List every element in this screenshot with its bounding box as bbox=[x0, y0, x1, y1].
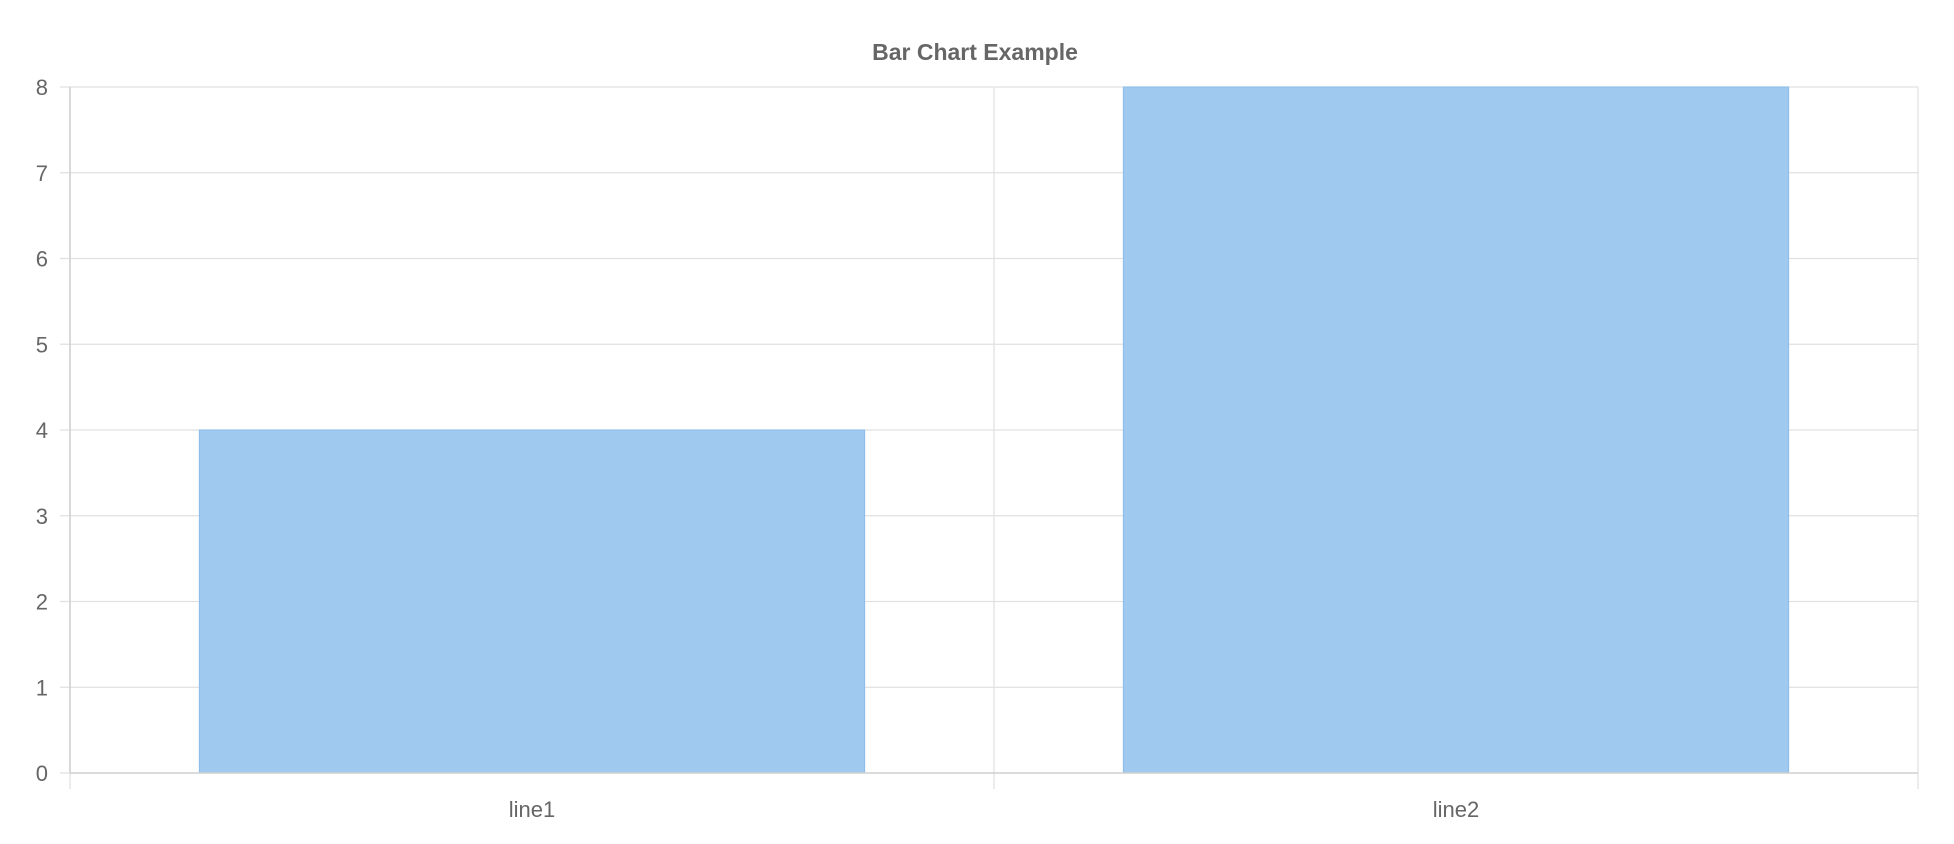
bars bbox=[198, 86, 1790, 774]
y-tick-label: 0 bbox=[36, 761, 48, 786]
y-tick-label: 2 bbox=[36, 590, 48, 615]
y-tick-label: 7 bbox=[36, 161, 48, 186]
y-tick-label: 1 bbox=[36, 675, 48, 700]
y-axis-ticks: 0 1 2 3 4 5 6 7 8 bbox=[36, 75, 48, 786]
x-tick-label-line2: line2 bbox=[1433, 797, 1479, 822]
bar-line2[interactable] bbox=[1122, 86, 1790, 774]
bar-line1[interactable] bbox=[198, 429, 866, 774]
x-axis-ticks: line1 line2 bbox=[509, 797, 1479, 822]
y-tick-label: 4 bbox=[36, 418, 48, 443]
y-tick-label: 6 bbox=[36, 247, 48, 272]
axes bbox=[69, 87, 1918, 774]
x-tick-label-line1: line1 bbox=[509, 797, 555, 822]
chart-title: Bar Chart Example bbox=[872, 39, 1078, 65]
y-tick-label: 3 bbox=[36, 504, 48, 529]
y-tick-label: 8 bbox=[36, 75, 48, 100]
y-tick-label: 5 bbox=[36, 332, 48, 357]
